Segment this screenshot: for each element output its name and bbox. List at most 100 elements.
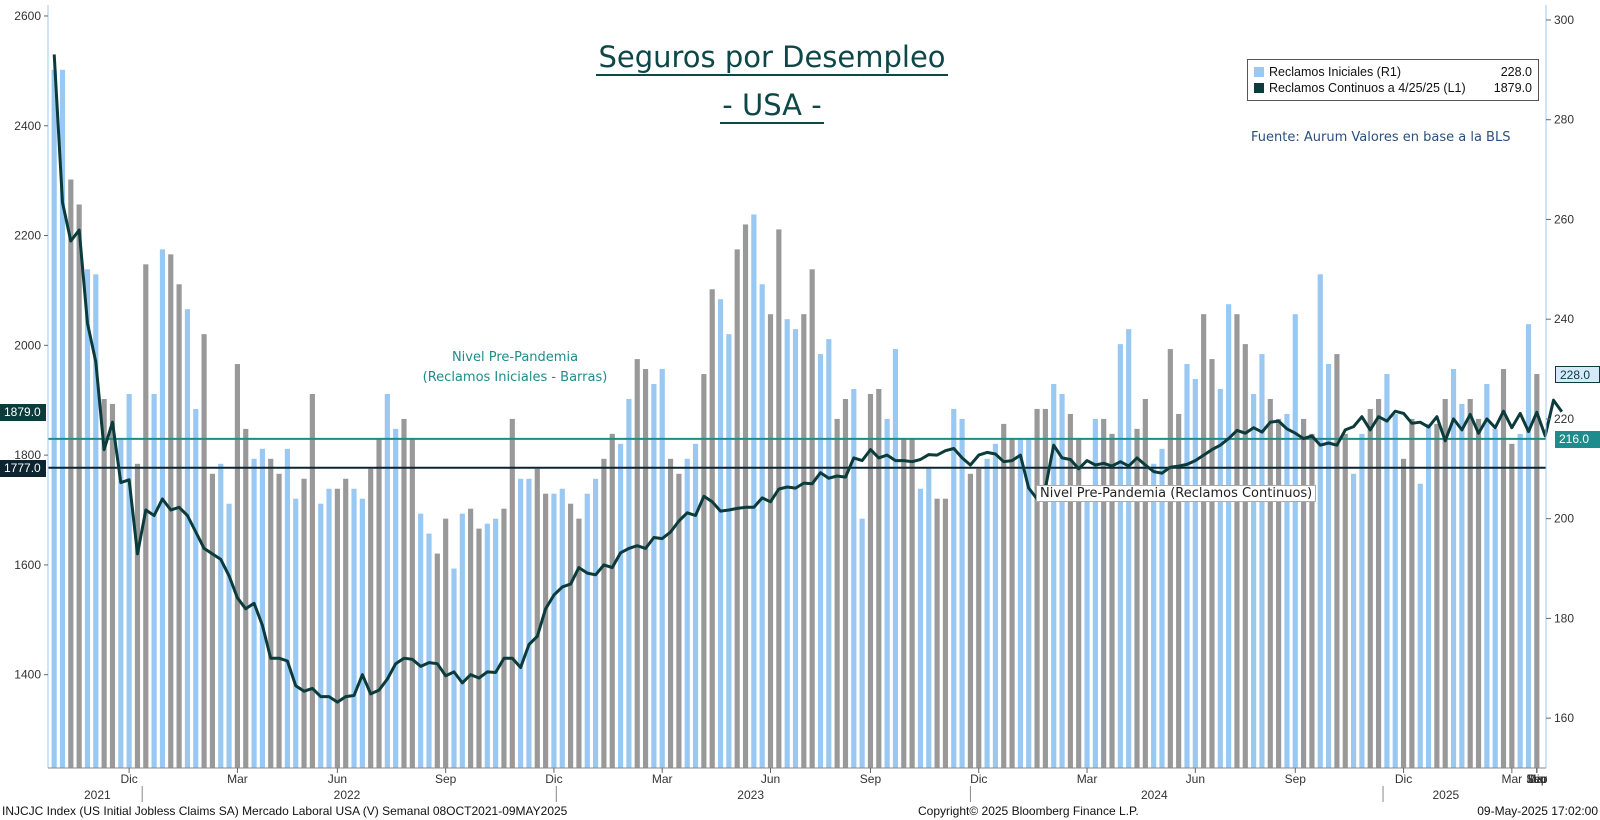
right-tick-label: 220 [1554, 412, 1574, 426]
bar-initial-claims [51, 69, 57, 768]
bar-initial-claims [1400, 458, 1407, 768]
bar-initial-claims [1351, 473, 1357, 768]
bar-initial-claims [218, 463, 224, 768]
left-tick-label: 2000 [14, 338, 41, 352]
bar-initial-claims [609, 433, 615, 768]
bar-initial-claims [1117, 344, 1123, 768]
bar-initial-claims [376, 438, 382, 768]
bar-initial-claims [543, 493, 549, 768]
bar-initial-claims [384, 393, 390, 768]
bar-initial-claims [951, 408, 957, 768]
bar-initial-claims [959, 418, 965, 768]
bar-initial-claims [93, 274, 99, 768]
bar-initial-claims [859, 518, 865, 768]
bar-initial-claims [1392, 413, 1398, 768]
bar-initial-claims [118, 438, 124, 768]
x-month-label: Sep [1526, 772, 1548, 786]
bar-initial-claims [901, 438, 907, 768]
left-tick-label: 2200 [14, 229, 41, 243]
bar-initial-claims [1334, 354, 1340, 768]
left-tick-label: 2600 [14, 9, 41, 23]
bar-initial-claims [526, 478, 532, 768]
legend-value-continuing: 1879.0 [1493, 81, 1532, 95]
bar-initial-claims [534, 468, 540, 768]
bar-initial-claims [1067, 413, 1073, 768]
x-month-label: Jun [1186, 772, 1205, 786]
legend-label-initial: Reclamos Iniciales (R1) [1269, 65, 1401, 79]
chart-title: Seguros por Desempleo [596, 40, 948, 76]
bar-initial-claims [1134, 428, 1140, 768]
bar-initial-claims [1375, 398, 1382, 768]
bar-initial-claims [1284, 413, 1290, 768]
x-month-label: Mar [652, 772, 673, 786]
bar-initial-claims [792, 329, 799, 768]
bar-initial-claims [1017, 438, 1023, 768]
bar-initial-claims [1442, 398, 1448, 768]
bar-initial-claims [101, 398, 107, 768]
bar-initial-claims [1301, 418, 1307, 768]
bar-initial-claims [176, 284, 182, 768]
bar-initial-claims [751, 214, 757, 768]
bar-initial-claims [884, 418, 890, 768]
bar-initial-claims [343, 478, 349, 768]
bar-initial-claims [909, 438, 915, 768]
x-month-label: Dic [545, 772, 562, 786]
bar-initial-claims [1434, 423, 1440, 768]
chart-subtitle: - USA - [720, 88, 824, 124]
bar-initial-claims [259, 448, 265, 768]
x-month-label: Jun [1527, 772, 1546, 786]
bar-initial-claims [1059, 393, 1065, 768]
bar-initial-claims [784, 319, 790, 768]
bar-initial-claims [1267, 398, 1273, 768]
bar-initial-claims [701, 374, 707, 768]
bar-initial-claims [1292, 314, 1298, 768]
x-month-label: Dic [970, 772, 987, 786]
x-month-label: Jun [328, 772, 347, 786]
bar-initial-claims [867, 393, 874, 768]
right-tick-label: 280 [1554, 113, 1574, 127]
left-tick-label: 1800 [14, 448, 41, 462]
x-month-label: Dic [1528, 772, 1545, 786]
bar-initial-claims [709, 289, 715, 768]
bar-initial-claims [1234, 314, 1240, 768]
bar-initial-claims [1184, 364, 1190, 768]
bar-initial-claims [1051, 384, 1057, 768]
bar-initial-claims [209, 473, 216, 768]
bar-initial-claims [159, 249, 166, 768]
bar-initial-claims [234, 364, 240, 768]
bar-initial-claims [443, 518, 449, 768]
bar-initial-claims [1317, 274, 1323, 768]
bar-initial-claims [334, 488, 340, 768]
bar-initial-claims [1176, 413, 1182, 768]
bar-initial-claims [268, 458, 274, 768]
bar-initial-claims [651, 384, 657, 768]
bar-initial-claims [1492, 428, 1498, 768]
bar-initial-claims [726, 334, 732, 768]
bar-initial-claims [251, 458, 257, 768]
bar-initial-claims [184, 309, 191, 768]
bar-initial-claims [801, 314, 807, 768]
bar-initial-claims [484, 523, 490, 768]
bar-initial-claims [834, 418, 840, 768]
bar-initial-claims [301, 478, 307, 768]
bar-initial-claims [642, 369, 649, 768]
x-year-label: 2025 [1432, 788, 1459, 802]
bar-initial-claims [1242, 344, 1248, 768]
bar-initial-claims [1092, 418, 1098, 768]
right-tick-label: 240 [1554, 312, 1574, 326]
bar-initial-claims [68, 179, 74, 768]
left-tick-label: 2400 [14, 119, 41, 133]
bar-initial-claims [1259, 354, 1265, 768]
bar-initial-claims [151, 393, 157, 768]
bar-initial-claims [309, 393, 315, 768]
annotation-prepandemic-bars: Nivel Pre-Pandemia (Reclamos Iniciales -… [410, 348, 620, 388]
bar-initial-claims [409, 438, 415, 768]
bar-initial-claims [1342, 433, 1348, 768]
bar-initial-claims [284, 448, 290, 768]
bar-initial-claims [717, 299, 724, 768]
bar-initial-claims [742, 224, 749, 769]
bar-initial-claims [1251, 393, 1257, 768]
bar-initial-claims [468, 508, 474, 768]
right-tick-label: 200 [1554, 512, 1574, 526]
